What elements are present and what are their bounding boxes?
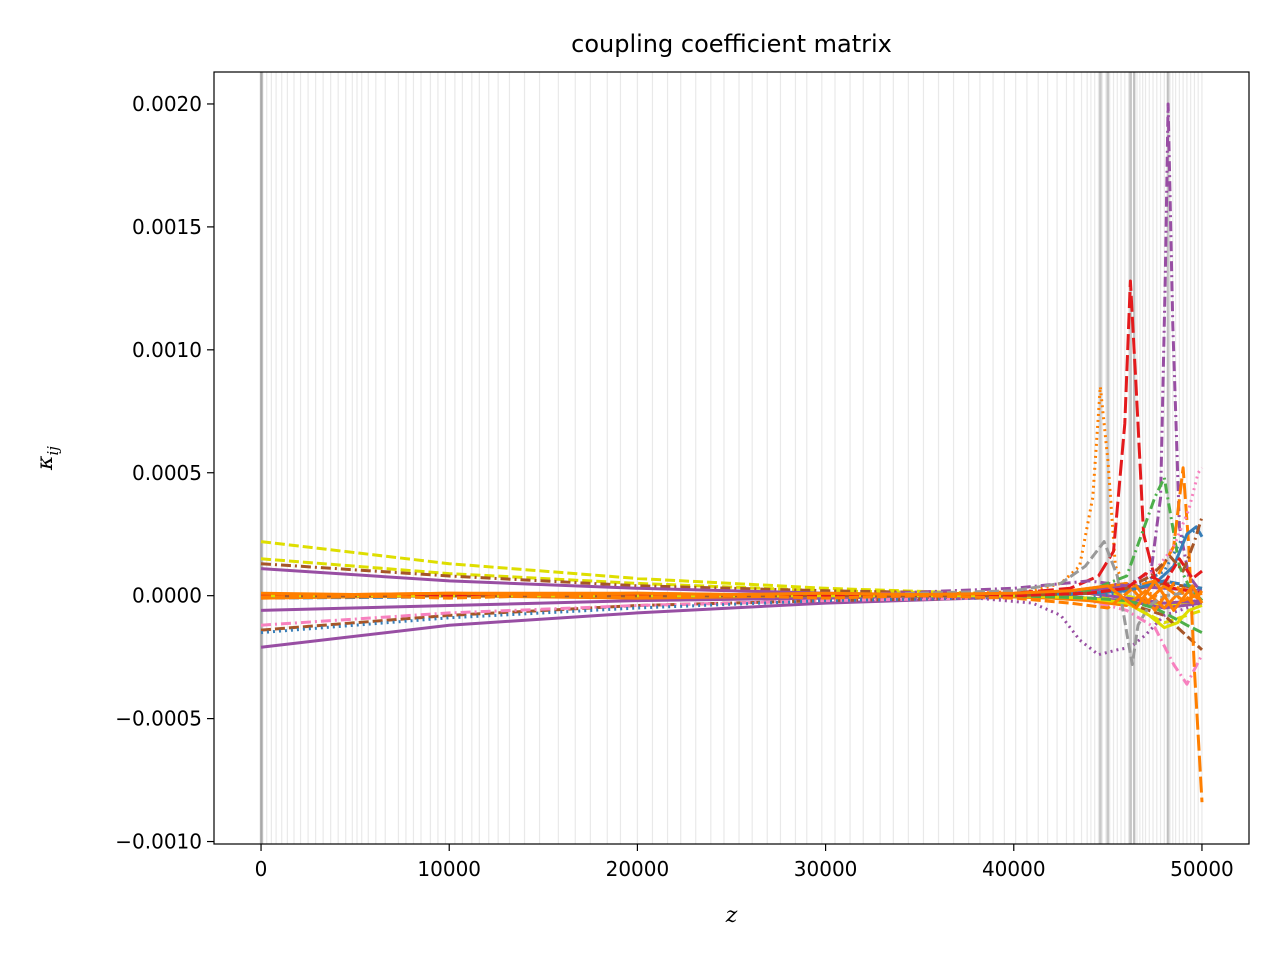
y-axis-label-subscript: ij [44, 446, 62, 456]
y-tick-label: 0.0005 [132, 461, 202, 485]
x-tick-label: 0 [255, 857, 268, 881]
plot-area-frame [213, 71, 1250, 845]
x-tick-label: 30000 [794, 857, 858, 881]
x-tick-label: 40000 [982, 857, 1046, 881]
y-tick-label: 0.0010 [132, 338, 202, 362]
x-axis-label: z [725, 903, 738, 928]
series-line [261, 279, 1203, 598]
y-tick-label: −0.0010 [115, 830, 202, 854]
x-tick-label: 20000 [606, 857, 670, 881]
y-tick-label: −0.0005 [115, 707, 202, 731]
series-line [261, 594, 1203, 657]
series-line [261, 102, 1204, 598]
y-tick-label: 0.0020 [132, 92, 202, 116]
series-line [260, 594, 1204, 686]
y-tick-label: 0.0000 [132, 584, 202, 608]
x-tick-label: 10000 [417, 857, 481, 881]
x-axis-ticks: 0 10000 20000 30000 40000 50000 [255, 844, 1234, 881]
x-tick-label: 50000 [1170, 857, 1234, 881]
series-line [260, 581, 1204, 612]
series-lines [260, 102, 1204, 803]
chart-title: coupling coefficient matrix [571, 30, 892, 58]
y-tick-label: 0.0015 [132, 215, 202, 239]
y-axis-ticks: −0.0010 −0.0005 0.0000 0.0005 0.0010 0.0015 0.… [115, 92, 214, 854]
y-axis-label: κij [33, 446, 62, 471]
y-axis-label-symbol: κ [33, 455, 58, 471]
